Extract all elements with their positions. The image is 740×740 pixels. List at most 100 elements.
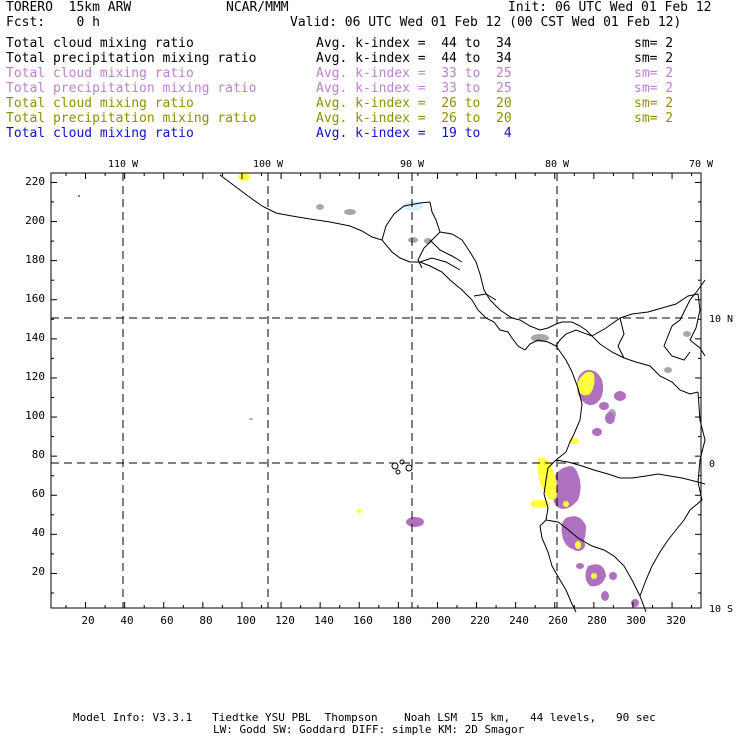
mexico-coast bbox=[219, 174, 526, 351]
center-label: NCAR/MMM bbox=[226, 0, 289, 15]
y-tick-label: 100 bbox=[25, 409, 45, 422]
legend-row: Total precipitation mixing ratio bbox=[6, 111, 256, 126]
legend-range: Avg. k-index = 26 to 20 bbox=[316, 96, 512, 111]
legend-row: Total cloud mixing ratio bbox=[6, 36, 194, 51]
legend-field: Total precipitation mixing ratio bbox=[6, 111, 257, 126]
precip-patch-purple bbox=[609, 572, 617, 580]
x-tick-label: 320 bbox=[666, 614, 686, 627]
legend-range: Avg. k-index = 19 to 4 bbox=[316, 126, 512, 141]
precip-patch-purple bbox=[614, 391, 626, 401]
venezuela-coast bbox=[591, 293, 706, 357]
legend-smoothing: sm= 2 bbox=[634, 51, 674, 66]
legend-range: Avg. k-index = 44 to 34 bbox=[316, 51, 512, 66]
colombia-pacific-coast bbox=[543, 345, 583, 495]
x-tick-label: 60 bbox=[160, 614, 173, 627]
precip-patch-purple bbox=[576, 563, 584, 569]
valid-time: Valid: 06 UTC Wed 01 Feb 12 (00 CST Wed … bbox=[290, 15, 682, 30]
x-tick-label: 240 bbox=[509, 614, 529, 627]
lat-label: 10 S bbox=[709, 604, 733, 615]
legend-range: Avg. k-index = 33 to 25 bbox=[316, 81, 512, 96]
y-tick-label: 200 bbox=[25, 214, 45, 227]
legend-row: Total precipitation mixing ratio bbox=[6, 51, 256, 66]
lon-label: 90 W bbox=[400, 159, 425, 170]
y-tick-label: 60 bbox=[32, 487, 45, 500]
model-info-line-2: LW: Godd SW: Goddard DIFF: simple KM: 2D… bbox=[213, 723, 525, 736]
cloud-patch-gray bbox=[664, 367, 672, 373]
y-tick-label: 160 bbox=[25, 292, 45, 305]
legend-smoothing: sm= 2 bbox=[634, 111, 674, 126]
colombia-venezuela-border bbox=[617, 317, 625, 359]
tick-labels: 20 40 60 80 100 120 140 160 180 200 220 … bbox=[25, 159, 733, 627]
x-tick-label: 260 bbox=[548, 614, 568, 627]
gulf-coast bbox=[417, 201, 441, 269]
precip-patch-purple bbox=[601, 591, 609, 601]
precip-patch-purple bbox=[592, 428, 602, 436]
legend-field: Total cloud mixing ratio bbox=[6, 66, 194, 81]
galapagos-islands bbox=[391, 459, 413, 475]
x-tick-label: 80 bbox=[199, 614, 212, 627]
legend-field: Total precipitation mixing ratio bbox=[6, 81, 257, 96]
lon-label: 70 W bbox=[689, 159, 714, 170]
lon-label: 100 W bbox=[253, 159, 284, 170]
map-frame bbox=[50, 172, 702, 609]
legend-row: Total cloud mixing ratio bbox=[6, 66, 194, 81]
peru-border bbox=[545, 519, 647, 613]
precip-patch-yellow bbox=[563, 501, 569, 507]
x-tick-label: 40 bbox=[120, 614, 133, 627]
model-info-line-1: Model Info: V3.3.1 Tiedtke YSU PBL Thomp… bbox=[73, 711, 656, 724]
model-title: TORERO 15km ARW bbox=[6, 0, 132, 15]
precip-patch-yellow bbox=[356, 509, 362, 513]
init-time: Init: 06 UTC Wed 01 Feb 12 bbox=[508, 0, 712, 15]
x-tick-label: 100 bbox=[236, 614, 256, 627]
lat-label: 0 bbox=[709, 459, 715, 470]
legend-smoothing: sm= 2 bbox=[634, 66, 674, 81]
legend-range: Avg. k-index = 44 to 34 bbox=[316, 36, 512, 51]
y-tick-label: 140 bbox=[25, 331, 45, 344]
legend-field: Total cloud mixing ratio bbox=[6, 36, 194, 51]
y-tick-label: 20 bbox=[32, 565, 45, 578]
x-tick-label: 220 bbox=[470, 614, 490, 627]
legend-row: Total precipitation mixing ratio bbox=[6, 81, 256, 96]
lat-lon-grid bbox=[51, 173, 701, 608]
precip-patch-purple bbox=[562, 466, 578, 490]
cloud-patch-gray bbox=[531, 334, 549, 342]
precip-patch-yellow bbox=[575, 541, 581, 549]
cloud-patch-gray bbox=[344, 209, 356, 215]
ecuador-border bbox=[555, 459, 706, 485]
venezuela-border bbox=[599, 343, 699, 395]
caribbean-coast bbox=[439, 231, 593, 337]
shaded-fields bbox=[238, 173, 691, 607]
yucatan-coast bbox=[381, 201, 431, 241]
precip-patch-purple bbox=[631, 599, 639, 607]
forecast-hour: Fcst: 0 h bbox=[6, 15, 100, 30]
y-tick-label: 120 bbox=[25, 370, 45, 383]
legend-field: Total cloud mixing ratio bbox=[6, 96, 194, 111]
y-tick-label: 40 bbox=[32, 526, 45, 539]
legend-field: Total cloud mixing ratio bbox=[6, 126, 194, 141]
ecuador-coast bbox=[539, 493, 577, 613]
precip-patch-purple bbox=[605, 412, 615, 424]
y-tick-label: 220 bbox=[25, 175, 45, 188]
x-tick-label: 160 bbox=[353, 614, 373, 627]
east-coast-fragment bbox=[663, 279, 706, 361]
lat-label: 10 N bbox=[709, 314, 733, 325]
lon-label: 80 W bbox=[545, 159, 570, 170]
legend-smoothing: sm= 2 bbox=[634, 81, 674, 96]
legend-smoothing: sm= 2 bbox=[634, 36, 674, 51]
precip-patch-purple bbox=[406, 517, 424, 527]
brazil-border bbox=[639, 391, 706, 597]
cloud-patch-gray bbox=[316, 204, 324, 210]
cloud-patch-gray bbox=[683, 331, 691, 337]
x-tick-label: 280 bbox=[587, 614, 607, 627]
cloud-patch-gray bbox=[408, 237, 418, 243]
precip-patch-purple bbox=[599, 402, 609, 410]
x-tick-label: 200 bbox=[431, 614, 451, 627]
x-tick-label: 140 bbox=[314, 614, 334, 627]
precip-patch-yellow bbox=[591, 573, 597, 579]
x-tick-label: 180 bbox=[392, 614, 412, 627]
legend-smoothing: sm= 2 bbox=[634, 96, 674, 111]
y-tick-label: 180 bbox=[25, 253, 45, 266]
precip-patch-yellow bbox=[238, 173, 250, 181]
cloud-patch-gray bbox=[249, 418, 253, 420]
precip-patch-yellow bbox=[577, 371, 595, 396]
